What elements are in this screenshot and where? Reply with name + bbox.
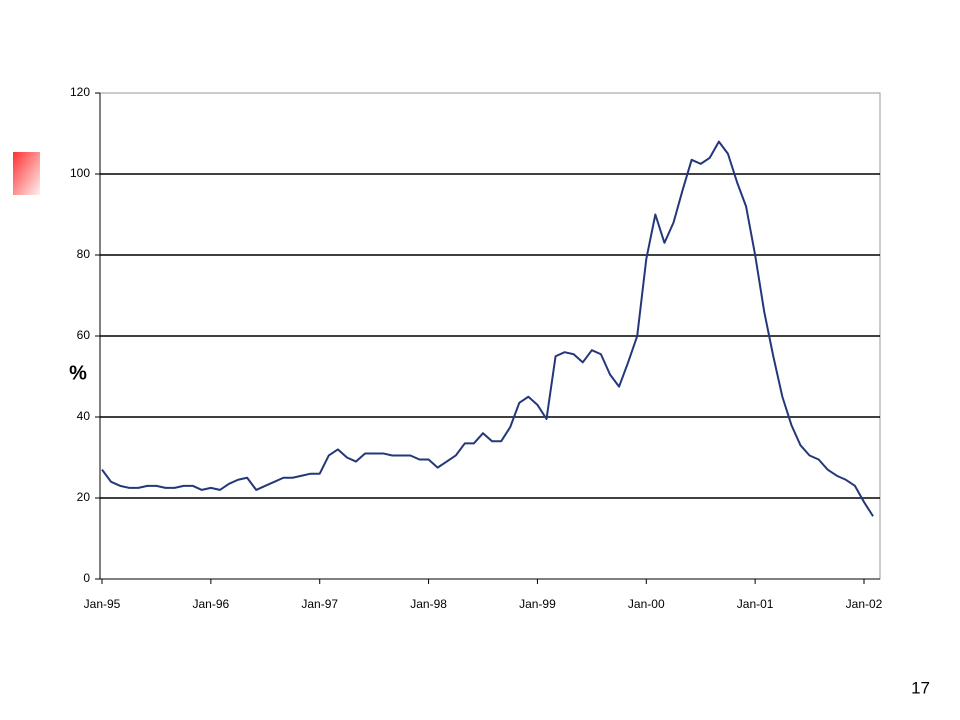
x-tick-label: Jan-02 [846, 597, 883, 611]
y-tick-label: 80 [77, 247, 91, 261]
x-tick-label: Jan-97 [301, 597, 338, 611]
x-tick-label: Jan-98 [410, 597, 447, 611]
x-tick-label: Jan-96 [193, 597, 230, 611]
y-axis-label: % [69, 362, 87, 384]
data-line [101, 140, 874, 517]
y-tick-label: 20 [77, 490, 91, 504]
decoration [13, 152, 40, 195]
x-tick-label: Jan-01 [737, 597, 774, 611]
y-tick-label: 100 [70, 166, 90, 180]
y-tick-label: 0 [83, 571, 90, 585]
y-tick-label: 120 [70, 85, 90, 99]
y-tick-label: 40 [77, 409, 91, 423]
page-number: 17 [911, 678, 930, 697]
y-tick-label: 60 [77, 328, 91, 342]
x-tick-label: Jan-00 [628, 597, 665, 611]
x-tick-label: Jan-95 [84, 597, 121, 611]
x-tick-label: Jan-99 [519, 597, 556, 611]
